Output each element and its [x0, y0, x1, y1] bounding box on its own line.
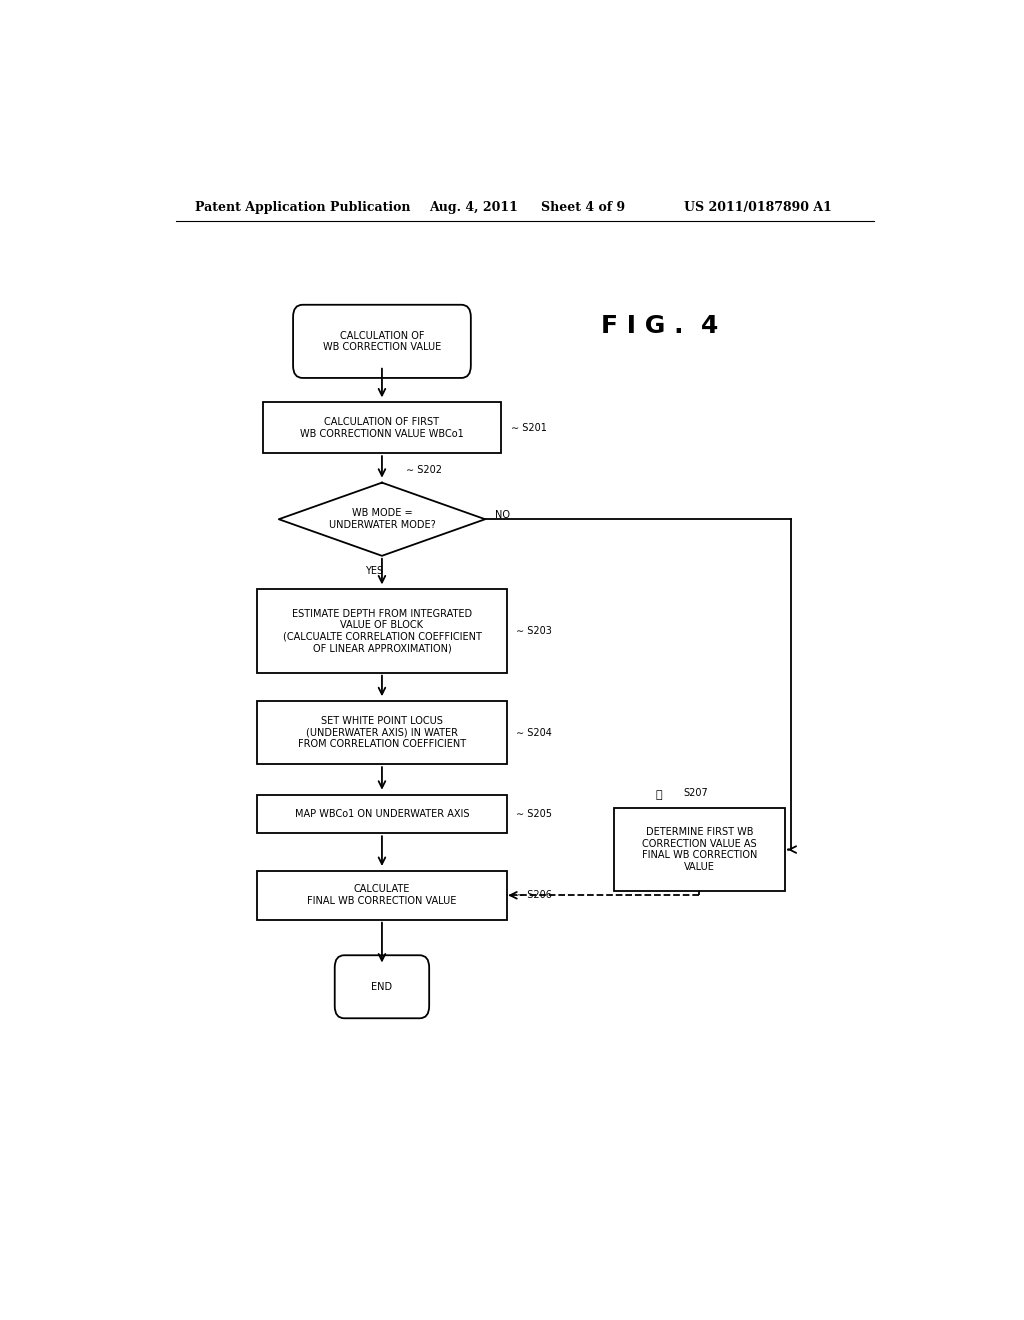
Text: ∼ S201: ∼ S201 [511, 422, 547, 433]
Bar [257, 589, 507, 673]
Text: WB MODE =
UNDERWATER MODE?: WB MODE = UNDERWATER MODE? [329, 508, 435, 531]
Text: MAP WBCo1 ON UNDERWATER AXIS: MAP WBCo1 ON UNDERWATER AXIS [295, 809, 469, 818]
Text: Sheet 4 of 9: Sheet 4 of 9 [541, 201, 625, 214]
Text: US 2011/0187890 A1: US 2011/0187890 A1 [684, 201, 831, 214]
FancyBboxPatch shape [335, 956, 429, 1018]
Text: ∼ S205: ∼ S205 [516, 809, 553, 818]
Text: ∼ S204: ∼ S204 [516, 727, 552, 738]
Text: ∼ S203: ∼ S203 [516, 626, 552, 636]
Text: CALCULATE
FINAL WB CORRECTION VALUE: CALCULATE FINAL WB CORRECTION VALUE [307, 884, 457, 906]
Text: ∼ S206: ∼ S206 [516, 890, 552, 900]
Text: S207: S207 [684, 788, 709, 797]
Bar [263, 403, 501, 453]
Text: SET WHITE POINT LOCUS
(UNDERWATER AXIS) IN WATER
FROM CORRELATION COEFFICIENT: SET WHITE POINT LOCUS (UNDERWATER AXIS) … [298, 715, 466, 750]
Text: F I G .  4: F I G . 4 [601, 314, 719, 338]
Bar [614, 808, 784, 891]
Bar [257, 871, 507, 920]
Text: Aug. 4, 2011: Aug. 4, 2011 [430, 201, 518, 214]
Text: DETERMINE FIRST WB
CORRECTION VALUE AS
FINAL WB CORRECTION
VALUE: DETERMINE FIRST WB CORRECTION VALUE AS F… [642, 828, 757, 873]
Text: ∼ S202: ∼ S202 [406, 465, 441, 474]
Text: ESTIMATE DEPTH FROM INTEGRATED
VALUE OF BLOCK
(CALCUALTE CORRELATION COEFFICIENT: ESTIMATE DEPTH FROM INTEGRATED VALUE OF … [283, 609, 481, 653]
Text: Patent Application Publication: Patent Application Publication [196, 201, 411, 214]
Text: YES: YES [365, 566, 383, 576]
Bar [257, 795, 507, 833]
Text: END: END [372, 982, 392, 991]
Polygon shape [279, 483, 485, 556]
Bar [257, 701, 507, 764]
Text: NO: NO [495, 510, 510, 520]
Text: CALCULATION OF FIRST
WB CORRECTIONN VALUE WBCo1: CALCULATION OF FIRST WB CORRECTIONN VALU… [300, 417, 464, 438]
Text: ⌣: ⌣ [655, 789, 663, 800]
Text: CALCULATION OF
WB CORRECTION VALUE: CALCULATION OF WB CORRECTION VALUE [323, 330, 441, 352]
FancyBboxPatch shape [293, 305, 471, 378]
